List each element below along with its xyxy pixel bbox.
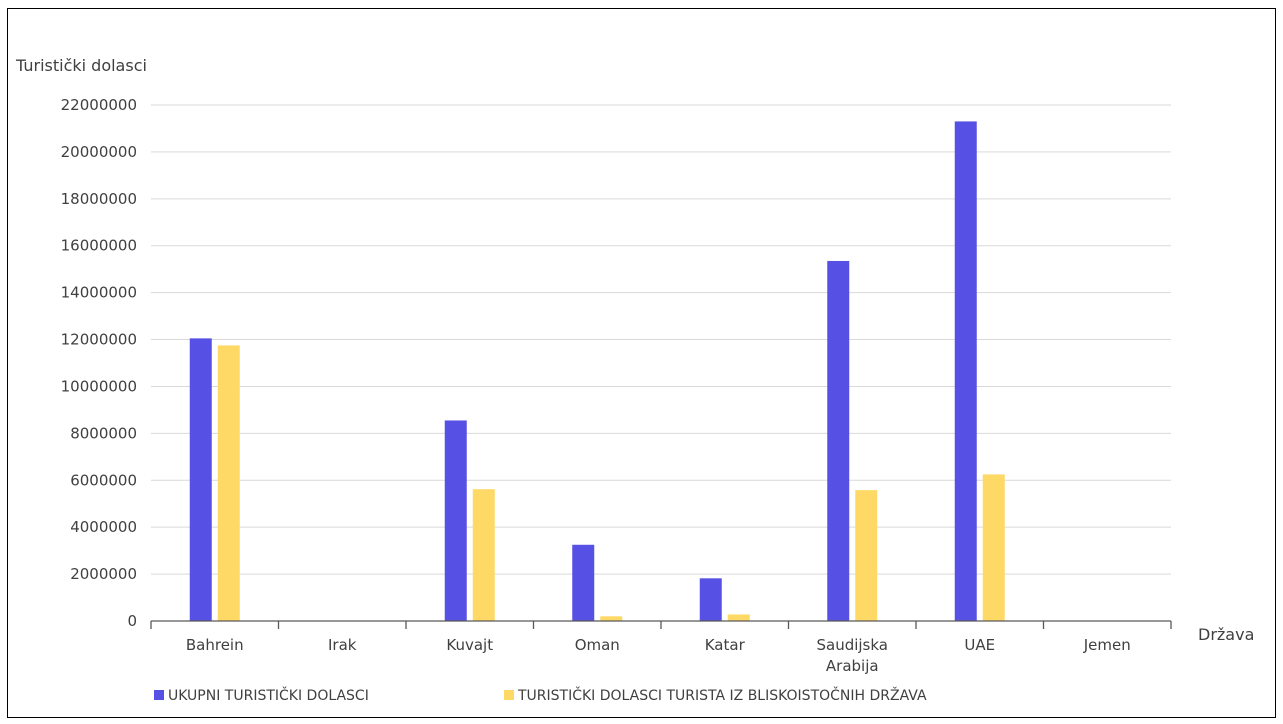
y-tick-label: 8000000	[70, 424, 137, 442]
y-tick-label: 22000000	[61, 96, 137, 114]
bar-series-1	[572, 544, 595, 621]
bar-series-2	[982, 474, 1005, 621]
chart-frame: 0 2000000 4000000 6000000 8000000 10000000 120…	[7, 8, 1276, 718]
y-tick-label: 4000000	[70, 518, 137, 536]
legend: UKUPNI TURISTIČKI DOLASCI TURISTIČKI DOLA…	[154, 686, 927, 704]
y-tick-label: 16000000	[61, 237, 137, 255]
x-tick-label: Oman	[575, 636, 620, 654]
bar-series-2	[217, 345, 240, 621]
x-axis-title: Država	[1198, 625, 1254, 644]
bar-series-2	[855, 490, 878, 621]
y-tick-label: 6000000	[70, 471, 137, 489]
x-tick-label: Bahrein	[186, 636, 244, 654]
gridlines	[151, 104, 1171, 575]
y-tick-label: 10000000	[61, 377, 137, 395]
legend-swatch	[154, 690, 164, 700]
x-tick-label: UAE	[964, 636, 995, 654]
x-tick-label: Saudijska Arabija	[816, 636, 888, 675]
legend-label: TURISTIČKI DOLASCI TURISTA IZ BLISKOISTO…	[517, 686, 927, 704]
y-tick-label: 20000000	[61, 143, 137, 161]
bar-series-2	[472, 489, 495, 621]
y-tick-label: 18000000	[61, 190, 137, 208]
y-tick-label: 14000000	[61, 284, 137, 302]
bar-series-1	[189, 338, 212, 621]
y-axis-title: Turistički dolasci	[15, 56, 147, 75]
y-tick-label: 12000000	[61, 331, 137, 349]
x-tick-label: Katar	[705, 636, 746, 654]
y-tick-label: 2000000	[70, 565, 137, 583]
legend-swatch	[504, 690, 514, 700]
y-tick-label: 0	[127, 612, 137, 630]
bar-series-2	[727, 614, 750, 621]
bar-series-2	[600, 616, 623, 621]
bar-series-1	[444, 420, 467, 621]
x-tick-label: Kuvajt	[446, 636, 493, 654]
bar-series-1	[954, 121, 977, 621]
axes: 0 2000000 4000000 6000000 8000000 10000000 120…	[61, 96, 1172, 675]
bar-series-1	[827, 260, 850, 621]
bars	[189, 121, 1005, 621]
legend-label: UKUPNI TURISTIČKI DOLASCI	[168, 686, 369, 704]
x-tick-label: Irak	[328, 636, 357, 654]
bar-series-1	[699, 578, 722, 621]
x-tick-label: Jemen	[1083, 636, 1131, 654]
bar-chart: 0 2000000 4000000 6000000 8000000 10000000 120…	[15, 56, 1254, 704]
